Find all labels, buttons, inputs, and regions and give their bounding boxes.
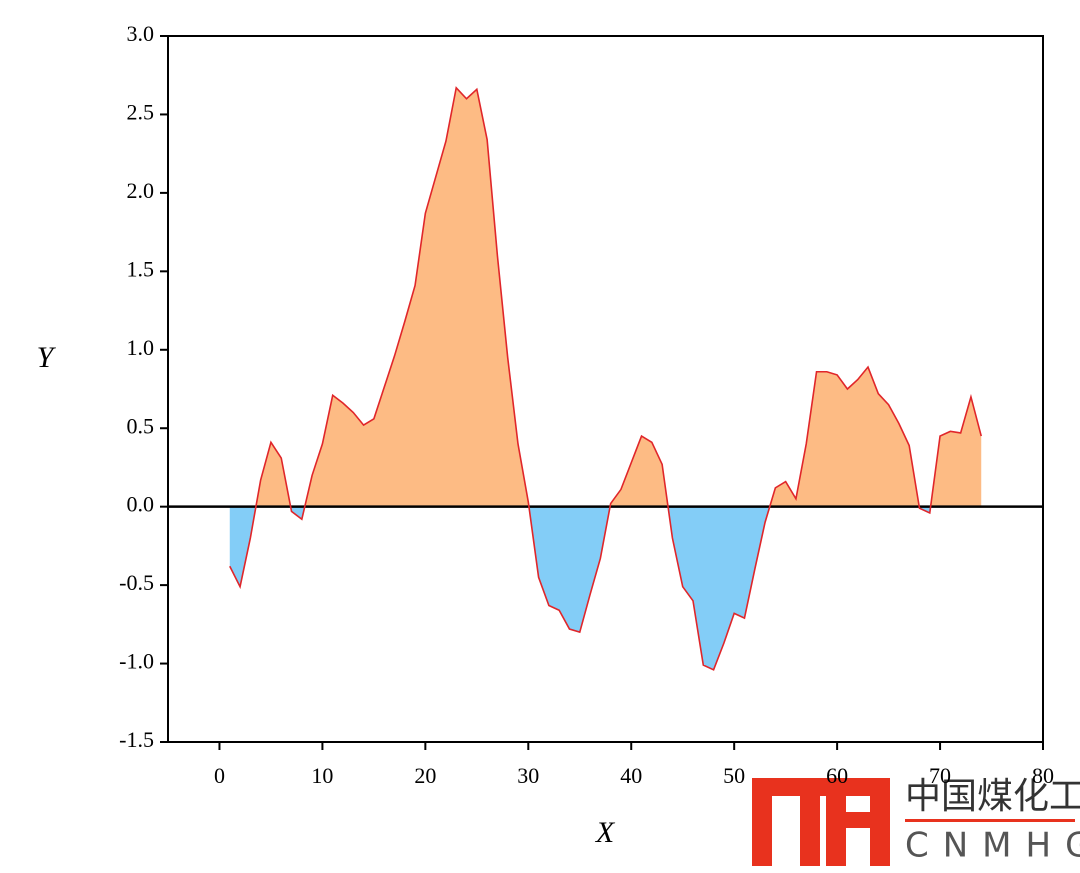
- y-tick-label: -0.5: [119, 570, 154, 595]
- watermark-subtitle: CNMHG: [905, 826, 1080, 866]
- y-tick-label: 1.5: [127, 256, 155, 281]
- x-tick-label: 40: [620, 763, 642, 788]
- y-tick-label: 3.0: [127, 21, 155, 46]
- x-tick-label: 70: [929, 763, 951, 788]
- plot-frame: [167, 35, 1044, 743]
- logo-shape: [752, 778, 890, 796]
- watermark-logo: 中国煤化工 CNMHG: [752, 776, 1080, 866]
- x-tick-label: 50: [723, 763, 745, 788]
- logo-shape: [826, 778, 846, 866]
- logo-shape: [800, 778, 820, 866]
- y-tick-label: 0.0: [127, 492, 155, 517]
- y-tick-label: -1.0: [119, 649, 154, 674]
- positive-area: [255, 87, 982, 507]
- logo-shape: [752, 778, 772, 866]
- x-axis-title: X: [595, 816, 616, 849]
- x-tick-label: 10: [311, 763, 333, 788]
- data-line: [229, 86, 983, 671]
- x-tick-label: 20: [414, 763, 436, 788]
- logo-rule: [905, 819, 1075, 822]
- y-axis-title: Y: [37, 341, 57, 374]
- y-tick-label: 0.5: [127, 413, 155, 438]
- y-tick-label: 2.0: [127, 178, 155, 203]
- x-tick-label: 60: [826, 763, 848, 788]
- y-tick-label: 2.5: [127, 99, 155, 124]
- x-tick-label: 0: [214, 763, 225, 788]
- x-tick-label: 30: [517, 763, 539, 788]
- y-tick-label: 1.0: [127, 335, 155, 360]
- plot-area: [168, 86, 1043, 671]
- watermark-title: 中国煤化工: [905, 776, 1080, 817]
- logo-shape: [870, 778, 890, 866]
- x-tick-label: 80: [1032, 763, 1054, 788]
- y-tick-label: -1.5: [119, 727, 154, 752]
